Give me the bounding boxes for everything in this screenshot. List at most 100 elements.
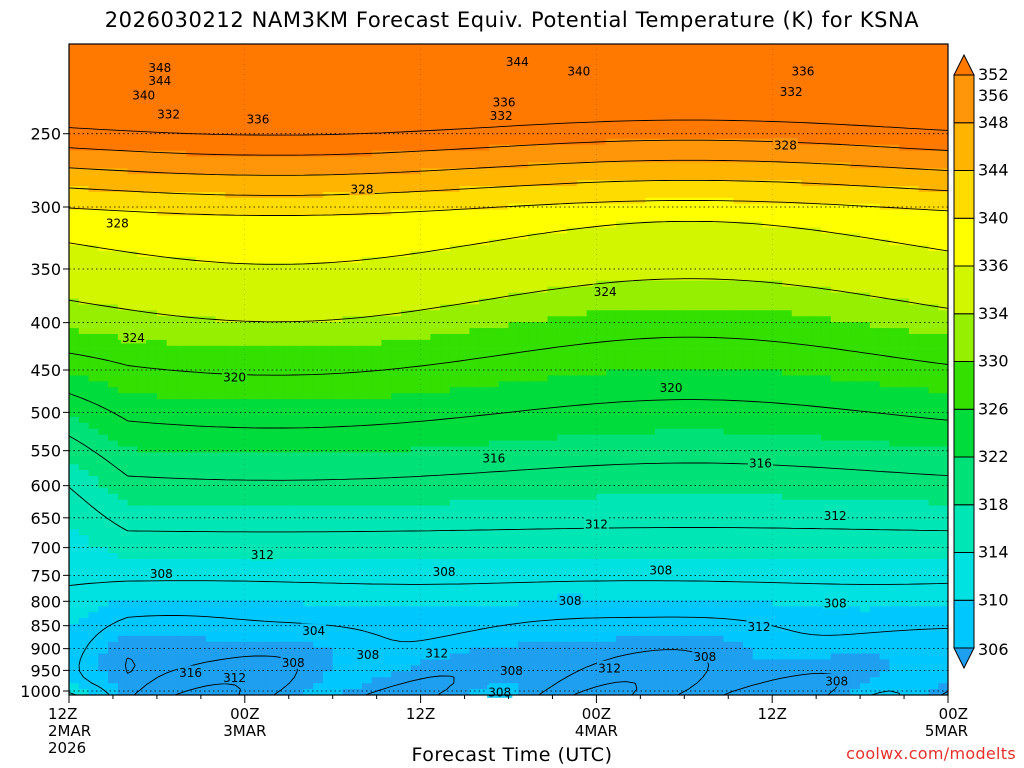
field-cell xyxy=(117,274,129,282)
field-cell xyxy=(205,328,217,335)
field-cell xyxy=(733,144,744,152)
field-cell xyxy=(850,292,861,300)
field-cell xyxy=(723,310,734,317)
field-cell xyxy=(420,363,431,371)
field-cell xyxy=(205,162,217,169)
field-cell xyxy=(508,215,519,223)
field-cell xyxy=(78,351,90,359)
field-cell xyxy=(147,316,158,323)
field-cell xyxy=(723,203,734,211)
field-cell xyxy=(186,44,197,51)
field-cell xyxy=(674,61,685,69)
field-cell xyxy=(586,298,597,305)
field-cell xyxy=(899,357,910,365)
field-cell xyxy=(69,44,80,51)
field-cell xyxy=(479,103,490,110)
field-cell xyxy=(655,227,666,234)
field-cell xyxy=(195,197,207,205)
field-cell xyxy=(713,79,724,87)
field-cell xyxy=(674,310,685,317)
field-cell xyxy=(176,357,187,365)
field-cell xyxy=(635,292,646,300)
field-cell xyxy=(694,97,705,104)
field-cell xyxy=(684,44,695,51)
field-cell xyxy=(225,328,236,335)
field-cell xyxy=(430,115,441,122)
field-cell xyxy=(567,55,578,63)
field-cell xyxy=(98,328,109,335)
field-cell xyxy=(117,180,129,187)
field-cell xyxy=(528,120,539,128)
field-cell xyxy=(498,120,510,128)
field-cell xyxy=(342,180,353,187)
field-cell xyxy=(342,251,353,258)
field-cell xyxy=(899,221,910,229)
field-cell xyxy=(498,44,510,51)
field-cell xyxy=(440,363,451,371)
field-cell xyxy=(293,286,304,294)
field-cell xyxy=(391,103,402,110)
field-cell xyxy=(401,109,412,116)
field-cell xyxy=(752,239,764,246)
field-cell xyxy=(98,268,109,276)
field-cell xyxy=(410,316,422,323)
field-cell xyxy=(69,274,80,282)
field-cell xyxy=(879,138,890,146)
field-cell xyxy=(537,251,549,258)
field-cell xyxy=(176,180,187,187)
field-cell xyxy=(860,97,871,104)
field-cell xyxy=(137,310,148,317)
field-cell xyxy=(225,162,236,169)
field-cell xyxy=(879,150,890,158)
field-cell xyxy=(391,233,402,240)
field-cell xyxy=(645,67,656,75)
field-cell xyxy=(508,85,519,92)
field-cell xyxy=(313,55,324,63)
field-cell xyxy=(225,351,236,359)
field-cell xyxy=(860,109,871,116)
field-cell xyxy=(488,245,500,252)
field-cell xyxy=(176,126,187,134)
field-cell xyxy=(488,138,500,146)
field-cell xyxy=(596,280,607,288)
field-cell xyxy=(420,369,431,377)
field-cell xyxy=(322,257,334,264)
field-cell xyxy=(830,115,842,122)
field-cell xyxy=(420,268,431,276)
field-cell xyxy=(205,227,217,234)
field-cell xyxy=(879,245,890,252)
field-cell xyxy=(108,245,119,252)
field-cell xyxy=(401,55,412,63)
field-cell xyxy=(635,363,646,371)
field-cell xyxy=(195,298,207,305)
field-cell xyxy=(830,168,842,175)
field-cell xyxy=(430,91,441,98)
field-cell xyxy=(117,79,129,87)
field-cell xyxy=(928,156,939,163)
field-cell xyxy=(762,174,773,181)
field-cell xyxy=(928,138,939,146)
field-cell xyxy=(244,221,256,229)
field-cell xyxy=(860,251,871,258)
field-cell xyxy=(645,180,656,187)
field-cell xyxy=(498,197,510,205)
field-cell xyxy=(430,322,441,329)
field-cell xyxy=(371,215,383,223)
field-cell xyxy=(78,73,90,81)
field-cell xyxy=(117,245,129,252)
field-cell xyxy=(362,292,373,300)
field-cell xyxy=(332,49,344,57)
field-cell xyxy=(420,215,431,223)
field-cell xyxy=(615,357,627,365)
field-cell xyxy=(459,61,471,69)
field-cell xyxy=(908,174,920,181)
field-cell xyxy=(537,262,549,270)
field-cell xyxy=(821,363,832,371)
field-cell xyxy=(166,363,178,371)
field-cell xyxy=(274,274,285,282)
field-cell xyxy=(664,85,676,92)
field-cell xyxy=(733,357,744,365)
field-cell xyxy=(772,328,783,335)
field-cell xyxy=(547,132,558,140)
field-cell xyxy=(781,209,793,217)
